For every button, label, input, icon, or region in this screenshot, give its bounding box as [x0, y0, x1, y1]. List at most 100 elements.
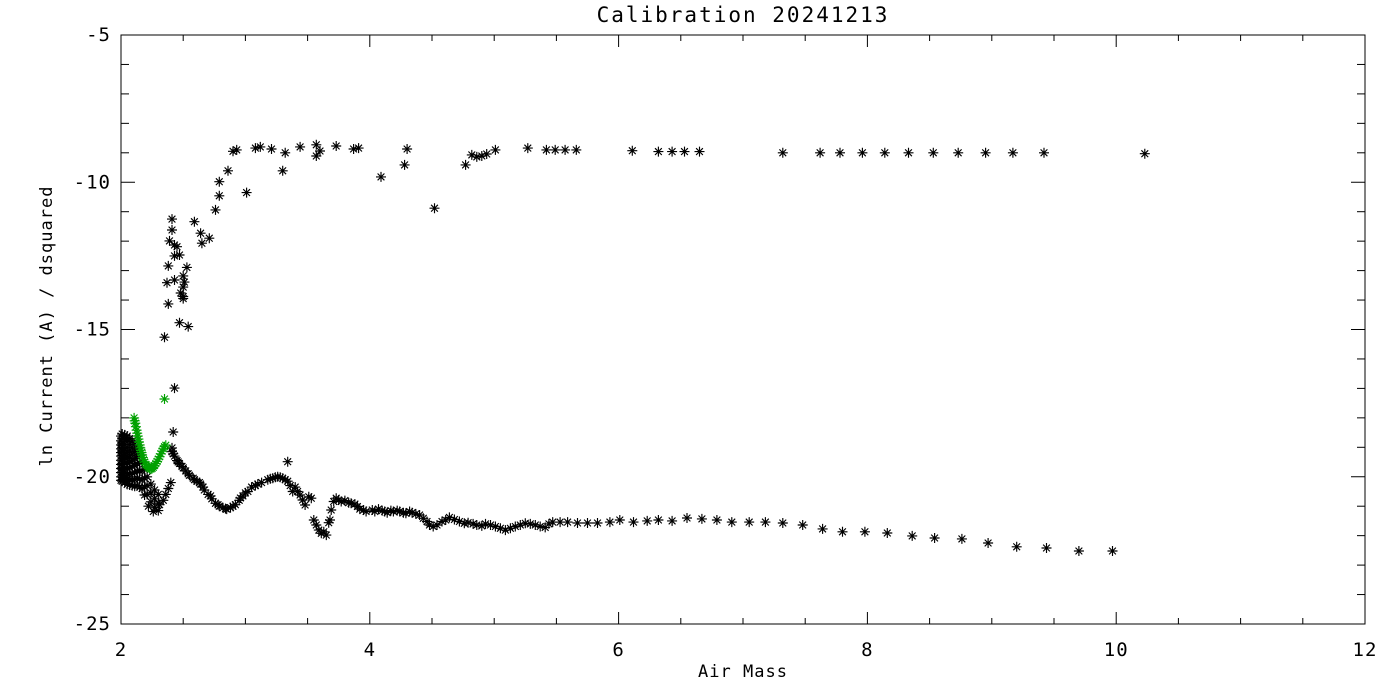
marker	[250, 480, 261, 491]
marker	[195, 228, 206, 239]
marker	[540, 522, 551, 533]
marker	[929, 533, 940, 543]
marker	[835, 147, 845, 158]
marker	[760, 517, 771, 528]
marker	[135, 445, 146, 456]
marker	[153, 454, 164, 465]
marker	[440, 515, 451, 525]
marker	[214, 501, 225, 512]
marker	[394, 506, 405, 517]
marker	[653, 146, 664, 157]
marker	[726, 517, 737, 528]
marker	[382, 507, 393, 518]
marker	[179, 277, 190, 288]
marker	[158, 443, 169, 454]
marker	[339, 495, 350, 506]
marker	[137, 483, 148, 494]
marker	[130, 421, 141, 432]
marker	[510, 521, 521, 532]
marker	[155, 448, 166, 459]
marker	[297, 495, 308, 505]
marker	[316, 528, 327, 539]
marker	[642, 515, 653, 526]
marker	[267, 473, 278, 484]
marker	[223, 165, 233, 176]
marker	[522, 143, 533, 154]
marker	[500, 525, 511, 536]
marker	[336, 496, 347, 507]
marker	[530, 520, 541, 530]
marker	[241, 187, 252, 198]
marker	[354, 504, 365, 515]
marker	[627, 145, 638, 156]
marker	[127, 461, 138, 472]
marker	[132, 473, 143, 484]
marker	[572, 518, 583, 528]
x-tick-label: 12	[1353, 639, 1378, 661]
marker	[122, 458, 133, 469]
marker	[744, 517, 755, 528]
marker	[172, 241, 182, 252]
marker	[311, 520, 322, 530]
marker	[361, 506, 372, 517]
marker	[490, 144, 501, 155]
marker	[169, 275, 180, 285]
marker	[139, 473, 150, 484]
marker	[903, 147, 914, 158]
marker	[285, 480, 296, 491]
marker	[694, 146, 705, 157]
marker	[711, 515, 722, 525]
marker	[228, 146, 238, 157]
marker	[418, 513, 429, 524]
marker	[198, 482, 209, 493]
marker	[130, 418, 141, 429]
marker	[1139, 148, 1150, 159]
marker	[379, 506, 390, 517]
marker	[777, 518, 788, 528]
marker	[214, 176, 225, 187]
marker	[463, 517, 474, 528]
marker	[428, 521, 439, 532]
marker	[163, 298, 174, 309]
marker	[134, 437, 144, 447]
marker	[240, 487, 251, 498]
marker	[124, 468, 135, 479]
marker	[404, 506, 415, 517]
marker	[133, 434, 144, 445]
marker	[367, 505, 378, 515]
marker	[204, 233, 215, 244]
marker	[550, 144, 561, 155]
marker	[424, 520, 435, 530]
marker	[149, 485, 160, 495]
marker	[407, 507, 418, 518]
x-axis-label: Air Mass	[698, 662, 788, 682]
marker	[139, 457, 150, 467]
marker	[163, 260, 174, 271]
marker	[178, 293, 189, 304]
x-tick-label: 8	[861, 639, 873, 661]
marker	[167, 214, 177, 225]
marker	[129, 481, 140, 492]
marker	[230, 499, 241, 510]
marker	[252, 479, 263, 490]
series-dense-cluster	[116, 429, 176, 517]
marker	[535, 521, 546, 532]
marker	[221, 504, 232, 515]
marker	[139, 482, 150, 493]
marker	[137, 474, 148, 485]
marker	[206, 493, 217, 504]
marker	[153, 505, 164, 516]
marker	[145, 479, 156, 490]
marker	[138, 454, 149, 465]
marker	[1007, 147, 1018, 158]
marker	[163, 483, 174, 494]
marker	[797, 520, 808, 530]
marker	[169, 451, 180, 462]
marker	[541, 144, 552, 155]
marker	[225, 502, 236, 513]
marker	[159, 332, 170, 343]
marker	[348, 144, 359, 154]
marker	[157, 446, 168, 457]
marker	[300, 500, 311, 510]
